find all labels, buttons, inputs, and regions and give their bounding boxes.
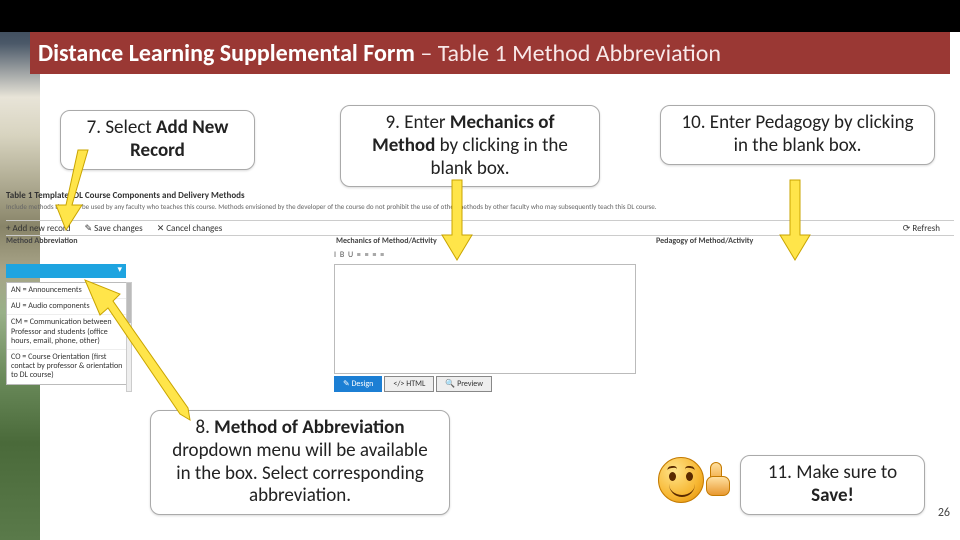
top-black-strip (0, 0, 960, 32)
table-title: Table 1 Template: DL Course Components a… (6, 190, 245, 201)
page-number: 26 (938, 506, 950, 520)
callout-9: 9. Enter Mechanics of Method by clicking… (340, 105, 600, 187)
title-rest: – Table 1 Method Abbreviation (415, 39, 721, 68)
dropdown-scrollbar[interactable] (126, 282, 132, 392)
dropdown-option[interactable]: AU = Audio components (7, 299, 131, 315)
add-new-record-button[interactable]: + Add new record (6, 223, 71, 234)
rich-text-tabs: ✎ Design </> HTML 🔍 Preview (334, 376, 636, 392)
callout-11-prefix: 11. Make sure to (768, 461, 897, 484)
embedded-screenshot: Table 1 Template: DL Course Components a… (0, 190, 960, 402)
table-subtitle: Include methods that may be used by any … (6, 202, 946, 211)
callout-8-bold: Method of Abbreviation (214, 416, 404, 439)
dropdown-option[interactable]: CO = Course Orientation (first contact b… (7, 350, 131, 384)
title-bar: Distance Learning Supplemental Form – Ta… (30, 32, 950, 74)
title-strong: Distance Learning Supplemental Form (38, 39, 415, 68)
save-changes-button[interactable]: ✎ Save changes (85, 223, 143, 234)
dropdown-option[interactable]: AN = Announcements (7, 283, 131, 299)
method-abbrev-dropdown[interactable]: AN = Announcements AU = Audio components… (6, 282, 132, 385)
cancel-changes-button[interactable]: ✕ Cancel changes (157, 223, 223, 234)
mechanics-textarea[interactable] (334, 264, 636, 374)
callout-8: 8. Method of Abbreviation dropdown menu … (150, 410, 450, 515)
callout-9-prefix: 9. Enter (386, 111, 450, 134)
table-action-bar: + Add new record ✎ Save changes ✕ Cancel… (6, 220, 954, 236)
col-method-abbrev: Method Abbreviation (6, 236, 78, 246)
callout-8-prefix: 8. (195, 416, 214, 439)
callout-9-suffix: by clicking in the blank box. (430, 134, 567, 180)
column-headers: Method Abbreviation Mechanics of Method/… (6, 236, 954, 250)
callout-7-prefix: 7. Select (87, 116, 156, 139)
callout-7: 7. Select Add New Record (60, 110, 255, 170)
thinking-emoji (658, 450, 738, 510)
col-mechanics: Mechanics of Method/Activity (336, 236, 437, 246)
html-tab[interactable]: </> HTML (384, 376, 434, 392)
callout-10: 10. Enter Pedagogy by clicking in the bl… (660, 105, 935, 165)
col-pedagogy: Pedagogy of Method/Activity (656, 236, 753, 246)
design-tab[interactable]: ✎ Design (334, 376, 382, 392)
rich-text-toolbar[interactable]: I B U ≡ ≡ ≡ ≡ (334, 250, 634, 264)
callout-8-suffix: dropdown menu will be available in the b… (172, 439, 427, 508)
dropdown-option[interactable]: CM = Communication between Professor and… (7, 315, 131, 350)
callout-11-bold: Save! (811, 484, 854, 507)
refresh-button[interactable]: ⟳ Refresh (903, 223, 940, 234)
smiley-face-icon (658, 457, 704, 503)
callout-10-text: 10. Enter Pedagogy by clicking in the bl… (681, 111, 913, 157)
preview-tab[interactable]: 🔍 Preview (436, 376, 492, 392)
thumbs-up-icon (706, 462, 734, 498)
callout-11: 11. Make sure to Save! (740, 455, 925, 515)
method-abbrev-selected-row[interactable] (6, 264, 126, 278)
